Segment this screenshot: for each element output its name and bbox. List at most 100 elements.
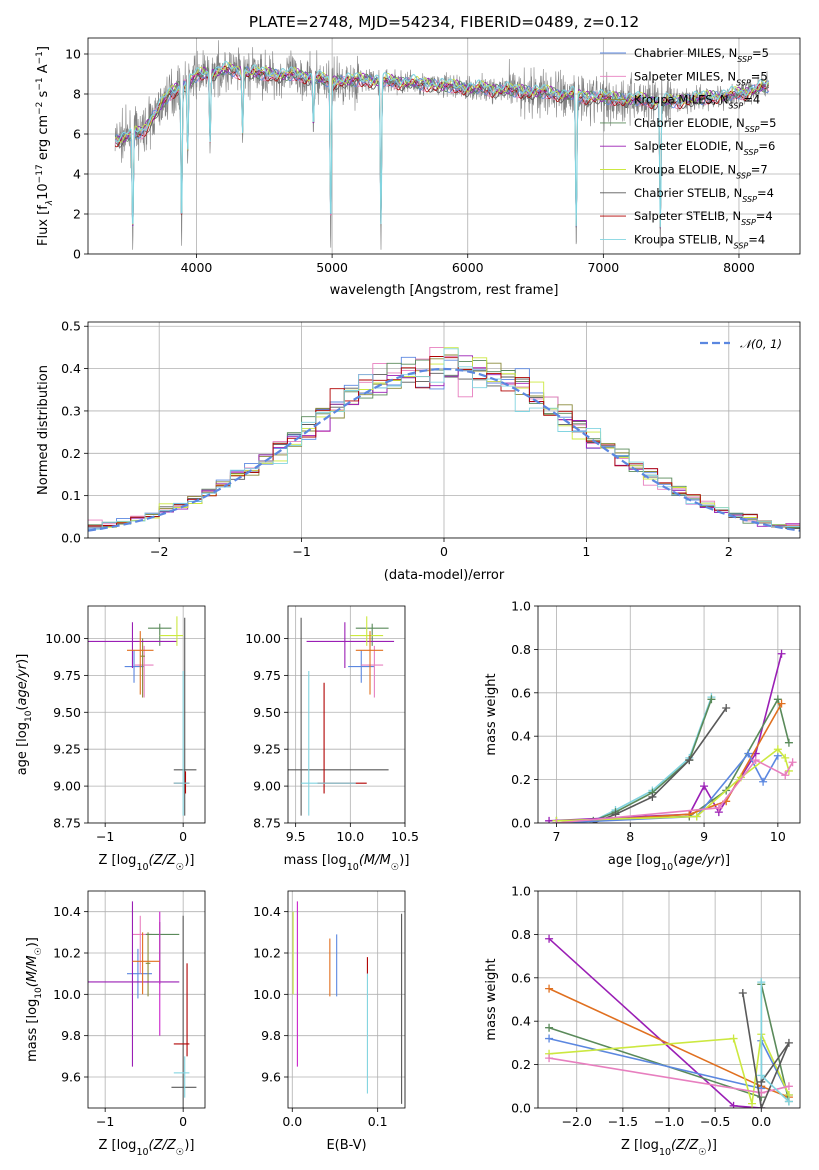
y-tick-label: 9.8 [261,1028,281,1043]
legend-entry: Chabrier MILES, NSSP=5 [634,46,769,64]
data-point-purple [777,649,786,658]
data-point-gray [738,988,747,997]
data-point-pink [545,1054,554,1063]
data-point-purple [545,816,554,823]
x-tick-label: 9.5 [286,829,306,844]
y-axis-label: mass weight [484,958,499,1040]
series-line-purple [549,653,783,822]
x-tick-label: −2 [150,544,168,559]
x-axis-label: age [log10(age/yr)] [608,853,730,873]
y-tick-label: 10.4 [53,904,81,919]
y-tick-label: 0.8 [511,642,531,657]
data-point-yellow [781,753,790,762]
y-tick-label: 0.2 [61,446,81,461]
data-point-green [545,1023,554,1032]
x-axis-label: mass [log10(M/M☉)] [284,853,410,873]
data-point-yellow [729,1034,738,1043]
x-axis-label: (data-model)/error [384,568,505,583]
y-tick-label: 10.00 [245,631,281,646]
data-point-gray [757,1104,766,1108]
axes-frame [87,37,801,255]
x-axis-label: Z [log10(Z/Z☉)] [99,1138,195,1158]
data-point-green [784,738,793,747]
y-tick-label: 0.0 [61,531,81,546]
y-axis-label: mass weight [484,673,499,755]
y-tick-label: 0.0 [511,816,531,831]
data-point-gray [648,792,657,801]
y-tick-label: 9.50 [53,705,81,720]
y-tick-label: 0.5 [61,319,81,334]
y-axis-label: mass [log10(M/M☉)] [25,937,44,1062]
y-tick-label: 0.4 [61,361,81,376]
y-tick-label: 1.0 [511,884,531,899]
plot-residuals: −2 −1 0 1 2 0.0 0.1 0.2 0.3 0.4 0.5 (data-model)/er… [36,319,801,583]
legend-entry: Salpeter STELIB, NSSP=4 [634,209,773,227]
y-tick-label: 10.00 [45,631,81,646]
plot-area [288,606,405,823]
data-point-blue [744,749,753,758]
x-tick-label: 8000 [723,260,755,275]
data-point-cyan [757,1071,766,1080]
x-axis-label: wavelength [Angstrom, rest frame] [330,283,559,298]
x-tick-label: 5000 [316,260,348,275]
x-tick-label: 7 [552,829,560,844]
data-point-blue [759,777,768,786]
x-tick-label: 7000 [587,260,619,275]
legend-entry: Salpeter MILES, NSSP=5 [634,69,768,87]
x-tick-label: −1.5 [608,1114,638,1129]
data-point-gray [722,703,731,712]
series-line-purple [548,938,762,1108]
plot-area [538,606,800,823]
y-tick-label: 0.6 [511,685,531,700]
plot-mass-vs-ebv: 0.0 0.1 9.6 9.8 10.0 10.2 10.4 E(B-V) [253,890,406,1153]
data-point-cyan [757,978,766,987]
x-tick-label: 0.0 [282,1114,302,1129]
data-point-orange [545,984,554,993]
y-tick-label: 10.4 [253,904,281,919]
y-tick-label: 9.75 [53,668,81,683]
x-tick-label: −0.5 [700,1114,730,1129]
plot-age-vs-mass: 9.5 10.0 10.5 8.75 9.00 9.25 9.50 9.75 10.00 mass… [245,605,419,873]
axes-frame [87,890,206,1109]
legend-entry: 𝒩(0, 1) [740,337,782,351]
y-tick-label: 10 [65,47,81,62]
y-tick-label: 9.00 [53,779,81,794]
y-axis-label: age [log10(age/yr)] [15,654,34,776]
axes-frame [537,605,801,824]
y-tick-label: 0.6 [511,970,531,985]
y-tick-label: 0.3 [61,403,81,418]
data-point-yellow [748,1099,757,1108]
normal-reference-curve [88,367,800,532]
y-tick-label: 10.2 [253,946,281,961]
plot-area [88,891,205,1108]
plot-age-vs-Z: −1 0 8.75 9.00 9.25 9.50 9.75 10.00 Z [log10(Z/Z… [15,605,206,873]
legend-entry: Kroupa MILES, NSSP=4 [634,93,760,111]
x-tick-label: 0 [179,1114,187,1129]
data-point-orange [777,699,786,708]
data-point-pink [714,803,723,812]
y-tick-label: 9.25 [253,742,281,757]
plot-massweight-vs-age: 7 8 9 10 0.0 0.2 0.4 0.6 0.8 1.0 age [log10(age/yr… [484,599,801,873]
x-tick-label: −1.0 [654,1114,684,1129]
x-tick-label: 2 [725,544,733,559]
data-point-yellow [773,745,782,754]
axes-frame [537,890,801,1109]
y-axis-label: Normed distribution [36,365,51,495]
y-tick-label: 8 [73,87,81,102]
data-point-green [707,695,716,704]
y-tick-label: 0 [73,247,81,262]
data-point-pink [751,756,760,765]
y-tick-label: 9.8 [61,1028,81,1043]
plot-area [538,891,800,1108]
plot-area [88,606,205,823]
axes-frame [87,605,206,824]
plot-mass-vs-Z: −1 0 9.6 9.8 10.0 10.2 10.4 Z [log10(Z/Z☉)] mass… [25,890,206,1158]
y-tick-label: 0.0 [511,1101,531,1116]
x-tick-label: 1 [582,544,590,559]
series-line-green [593,699,713,822]
data-point-purple [545,934,554,943]
x-tick-label: 0.0 [751,1114,771,1129]
plot-area [288,891,405,1108]
legend-entry: Kroupa ELODIE, NSSP=7 [634,163,768,181]
